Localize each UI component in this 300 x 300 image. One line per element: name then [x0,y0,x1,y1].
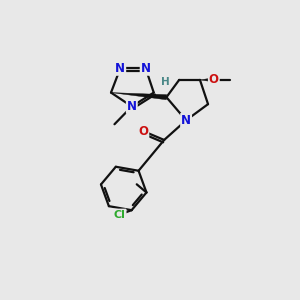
Text: Cl: Cl [114,209,126,220]
Text: N: N [181,114,191,127]
Text: O: O [138,125,148,138]
Polygon shape [200,78,214,82]
Text: O: O [209,74,219,86]
Text: N: N [127,100,137,113]
Polygon shape [111,93,167,100]
Text: N: N [141,62,151,75]
Text: N: N [115,62,125,75]
Text: H: H [161,77,170,87]
